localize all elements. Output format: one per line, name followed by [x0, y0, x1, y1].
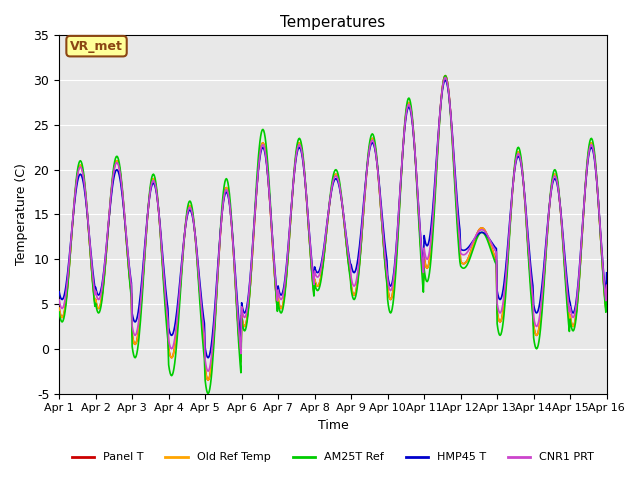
- Legend: Panel T, Old Ref Temp, AM25T Ref, HMP45 T, CNR1 PRT: Panel T, Old Ref Temp, AM25T Ref, HMP45 …: [67, 448, 598, 467]
- Title: Temperatures: Temperatures: [280, 15, 385, 30]
- Text: VR_met: VR_met: [70, 40, 123, 53]
- X-axis label: Time: Time: [317, 419, 348, 432]
- Y-axis label: Temperature (C): Temperature (C): [15, 164, 28, 265]
